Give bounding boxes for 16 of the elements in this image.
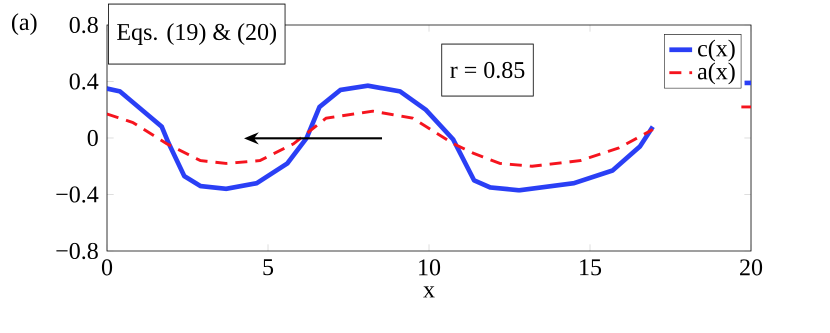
x-tick-label: 15 (580, 259, 602, 276)
legend-label: a(x) (698, 62, 735, 84)
legend-label: c(x) (698, 40, 735, 62)
annotation: r = 0.85 (450, 62, 524, 78)
x-tick-label: 5 (263, 259, 274, 276)
y-tick-label: 0 (88, 130, 98, 146)
x-tick-label: 20 (740, 259, 762, 276)
x-tick-label: 0 (102, 259, 112, 276)
y-tick-label: 0.4 (70, 73, 98, 90)
x-tick-label: 10 (419, 259, 440, 276)
x-axis-title: x (423, 286, 435, 298)
y-tick-label: 0.8 (70, 16, 98, 34)
y-tick-label: −0.8 (56, 242, 98, 260)
annotation: Eqs. (19) & (20) (117, 23, 276, 45)
text: (a) (12, 13, 37, 36)
y-tick-label: −0.4 (56, 186, 98, 203)
